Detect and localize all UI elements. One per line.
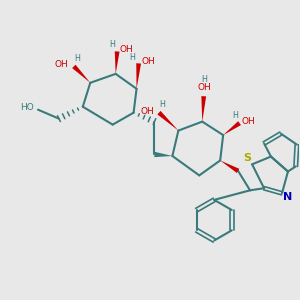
Text: OH: OH (141, 57, 155, 66)
Text: H: H (74, 53, 80, 62)
Text: H: H (159, 100, 165, 109)
Polygon shape (72, 65, 90, 83)
Text: H: H (232, 111, 238, 120)
Polygon shape (220, 160, 239, 173)
Text: OH: OH (197, 83, 211, 92)
Text: H: H (109, 40, 115, 50)
Polygon shape (223, 121, 241, 135)
Text: H: H (129, 53, 135, 62)
Text: N: N (283, 192, 292, 202)
Polygon shape (115, 51, 119, 74)
Polygon shape (154, 152, 172, 157)
Text: OH: OH (242, 117, 255, 126)
Text: OH: OH (119, 46, 133, 55)
Polygon shape (136, 63, 141, 89)
Text: OH: OH (54, 60, 68, 69)
Text: H: H (201, 75, 207, 84)
Polygon shape (157, 111, 178, 130)
Text: HO: HO (20, 103, 34, 112)
Text: S: S (243, 153, 251, 163)
Polygon shape (201, 96, 206, 122)
Text: OH: OH (140, 107, 154, 116)
